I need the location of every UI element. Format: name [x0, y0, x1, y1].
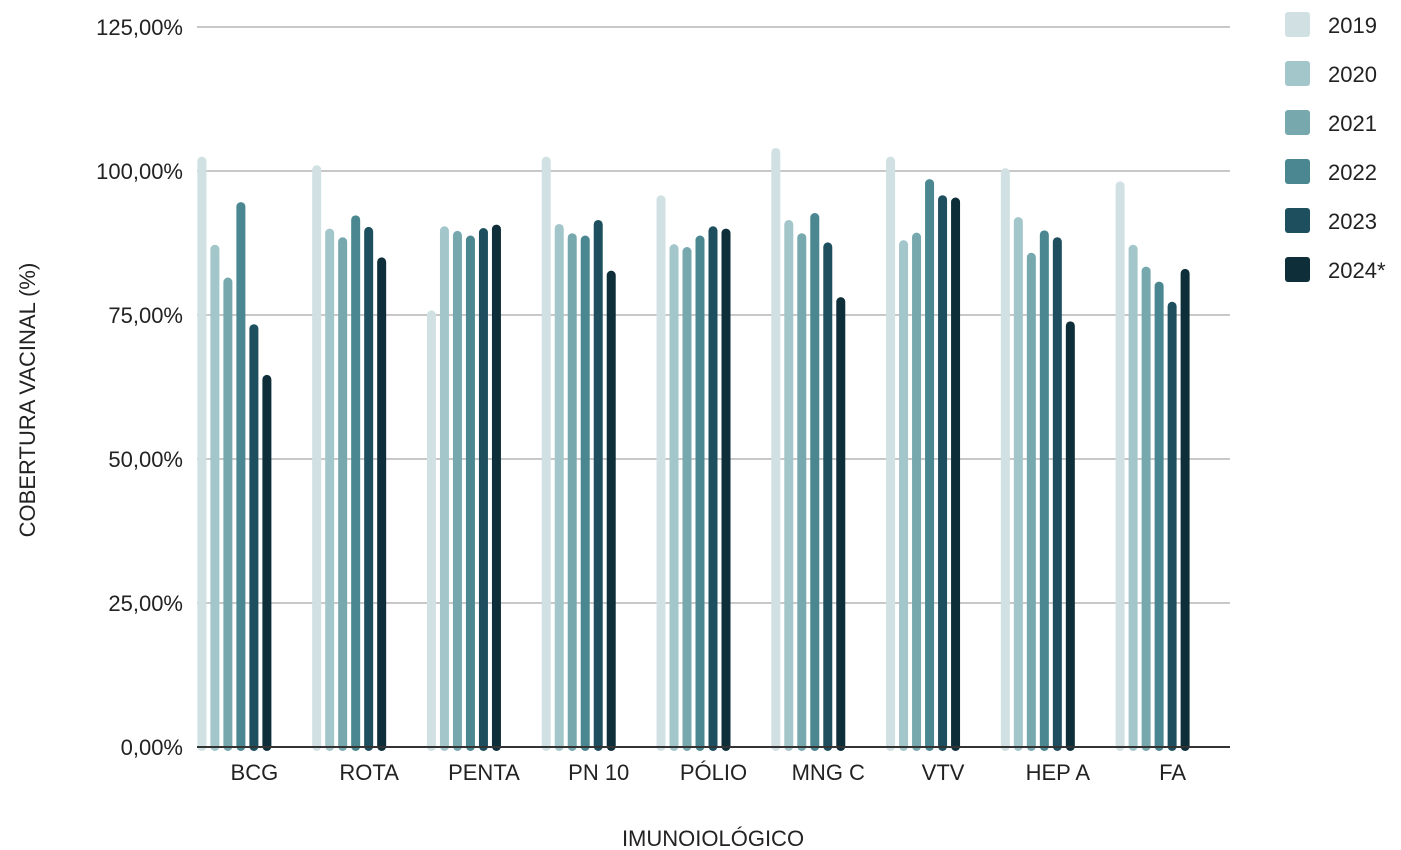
bar-mng-c-2021 — [797, 233, 807, 751]
legend-label: 2023 — [1328, 209, 1377, 234]
bar-penta-2022 — [465, 235, 475, 752]
bar-bcg-2024 — [262, 374, 272, 751]
x-tick-label: FA — [1159, 760, 1186, 785]
legend-swatch — [1285, 61, 1310, 86]
x-tick-label: BCG — [231, 760, 279, 785]
legend-swatch — [1285, 12, 1310, 37]
bar-pólio-2019 — [656, 195, 666, 751]
bar-pn-10-2024 — [606, 270, 616, 751]
bar-bcg-2020 — [210, 244, 220, 751]
bar-bcg-2019 — [197, 156, 207, 752]
bar-pn-10-2023 — [593, 219, 603, 751]
bar-pn-10-2021 — [567, 233, 577, 751]
y-axis-title: COBERTURA VACINAL (%) — [15, 263, 40, 538]
bar-pólio-2022 — [695, 235, 705, 752]
bar-vtv-2023 — [938, 195, 948, 751]
bar-fa-2019 — [1115, 181, 1125, 752]
bar-vtv-2021 — [912, 232, 922, 751]
bar-penta-2020 — [439, 226, 449, 751]
bar-penta-2024 — [491, 224, 501, 751]
bar-vtv-2022 — [925, 179, 935, 752]
bar-penta-2023 — [478, 228, 488, 752]
bar-hep-a-2020 — [1013, 217, 1023, 751]
bar-hep-a-2023 — [1052, 237, 1062, 752]
bar-bcg-2022 — [236, 202, 246, 751]
legend-label: 2024* — [1328, 258, 1386, 283]
x-tick-label: MNG C — [792, 760, 865, 785]
bar-fa-2023 — [1167, 301, 1177, 751]
bar-penta-2019 — [426, 310, 436, 751]
legend-swatch — [1285, 110, 1310, 135]
bar-rota-2021 — [338, 237, 348, 752]
bar-penta-2021 — [452, 230, 462, 752]
bar-rota-2023 — [364, 226, 374, 751]
bar-rota-2024 — [377, 257, 387, 751]
bar-bcg-2023 — [249, 324, 259, 751]
bar-mng-c-2023 — [823, 242, 833, 751]
bar-vtv-2020 — [899, 240, 909, 751]
x-tick-label: PN 10 — [568, 760, 629, 785]
x-tick-label: HEP A — [1026, 760, 1091, 785]
x-tick-label: ROTA — [339, 760, 399, 785]
bar-mng-c-2024 — [836, 297, 846, 751]
y-tick-label: 100,00% — [96, 159, 183, 184]
bar-hep-a-2019 — [1000, 168, 1010, 751]
legend: 2019 2020 2021 2022 2023 2024* — [1285, 12, 1386, 283]
y-tick-label: 0,00% — [121, 735, 183, 760]
legend-label: 2021 — [1328, 111, 1377, 136]
x-tick-label: PENTA — [448, 760, 520, 785]
bar-pólio-2020 — [669, 244, 679, 752]
axes: 0,00% 25,00% 50,00% 75,00% 100,00% 125,00% BCG… — [96, 15, 1230, 785]
y-tick-label: 75,00% — [108, 303, 183, 328]
legend-swatch — [1285, 159, 1310, 184]
bar-fa-2020 — [1128, 244, 1138, 751]
bar-fa-2022 — [1154, 281, 1164, 751]
x-tick-label: PÓLIO — [680, 760, 747, 785]
bar-hep-a-2021 — [1026, 252, 1036, 752]
bar-pn-10-2019 — [541, 156, 551, 752]
legend-label: 2019 — [1328, 13, 1377, 38]
bar-fa-2021 — [1141, 266, 1151, 751]
x-tick-label: VTV — [922, 760, 965, 785]
bar-pólio-2021 — [682, 247, 692, 752]
bar-pn-10-2022 — [580, 235, 590, 752]
x-axis-title: IMUNOIOLÓGICO — [622, 826, 804, 850]
bar-rota-2020 — [325, 228, 335, 752]
bar-vtv-2024 — [951, 197, 961, 752]
bar-bcg-2021 — [223, 277, 233, 751]
bar-hep-a-2024 — [1065, 321, 1075, 751]
legend-swatch — [1285, 208, 1310, 233]
bar-hep-a-2022 — [1039, 230, 1049, 751]
legend-label: 2020 — [1328, 62, 1377, 87]
legend-label: 2022 — [1328, 160, 1377, 185]
bar-pólio-2024 — [721, 228, 731, 752]
y-tick-label: 50,00% — [108, 447, 183, 472]
bar-pn-10-2020 — [554, 223, 564, 751]
bar-vtv-2019 — [886, 156, 896, 752]
bar-pólio-2023 — [708, 226, 718, 751]
legend-swatch — [1285, 257, 1310, 282]
bar-mng-c-2020 — [784, 219, 794, 751]
bar-rota-2019 — [312, 165, 322, 752]
y-tick-label: 125,00% — [96, 15, 183, 40]
y-tick-label: 25,00% — [108, 591, 183, 616]
bars — [197, 147, 1190, 752]
bar-mng-c-2019 — [771, 147, 781, 751]
bar-fa-2024 — [1180, 268, 1190, 751]
bar-rota-2022 — [351, 215, 361, 752]
bar-mng-c-2022 — [810, 213, 820, 752]
